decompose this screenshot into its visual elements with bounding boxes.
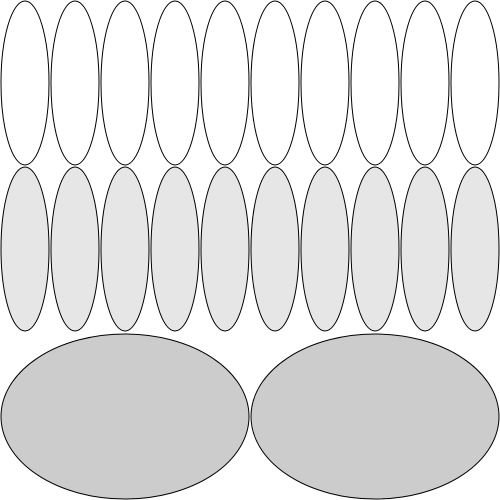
row-2-ellipse-8 bbox=[350, 166, 400, 332]
row-1-ellipse-9 bbox=[400, 0, 450, 166]
row-1-ellipse-6 bbox=[250, 0, 300, 166]
row-2-ellipse-2 bbox=[50, 166, 100, 332]
row-2-ellipse-9 bbox=[400, 166, 450, 332]
row-1-ellipse-8 bbox=[350, 0, 400, 166]
row-2-ellipse-10 bbox=[450, 166, 500, 332]
row-3-ellipse-2 bbox=[250, 333, 500, 500]
row-1-ellipse-2 bbox=[50, 0, 100, 166]
row-2-ellipse-6 bbox=[250, 166, 300, 332]
row-1-ellipse-10 bbox=[450, 0, 500, 166]
row-3-ellipse-1 bbox=[0, 333, 250, 500]
row-1-ellipse-1 bbox=[0, 0, 50, 166]
row-1-ellipse-3 bbox=[100, 0, 150, 166]
row-2-ellipse-1 bbox=[0, 166, 50, 332]
row-2-ellipse-7 bbox=[300, 166, 350, 332]
row-1-ellipse-4 bbox=[150, 0, 200, 166]
row-1-ellipse-5 bbox=[200, 0, 250, 166]
row-2-ellipse-4 bbox=[150, 166, 200, 332]
row-2-ellipse-5 bbox=[200, 166, 250, 332]
row-1-ellipse-7 bbox=[300, 0, 350, 166]
row-2-ellipse-3 bbox=[100, 166, 150, 332]
